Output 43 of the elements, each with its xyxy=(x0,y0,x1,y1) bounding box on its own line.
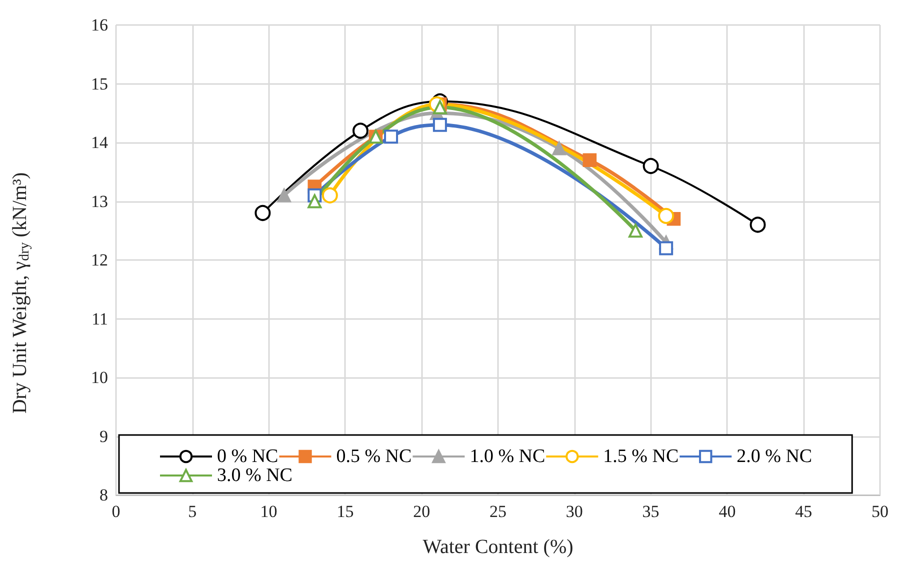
point xyxy=(750,216,766,233)
x-tick-label: 25 xyxy=(490,502,506,521)
x-tick-label: 50 xyxy=(872,502,888,521)
x-tick-label: 10 xyxy=(260,502,278,521)
legend-label: 1.5 % NC xyxy=(603,446,679,467)
point xyxy=(658,208,674,224)
x-tick-label: 20 xyxy=(413,502,430,521)
y-tick-label: 13 xyxy=(91,192,108,211)
point xyxy=(659,241,674,256)
y-axis-title: Dry Unit Weight, γdry (kN/m³) xyxy=(9,172,32,414)
y-tick-label: 16 xyxy=(91,16,108,34)
x-tick-label: 45 xyxy=(795,502,812,521)
point xyxy=(642,158,659,174)
y-tick-label: 11 xyxy=(92,309,108,328)
point xyxy=(432,118,447,132)
point xyxy=(352,122,368,139)
point xyxy=(582,153,597,168)
point xyxy=(384,130,398,144)
point xyxy=(432,100,447,114)
y-tick-label: 9 xyxy=(100,426,108,446)
x-tick-label: 35 xyxy=(642,502,660,521)
legend-label: 0 % NC xyxy=(217,446,278,467)
y-tick-label: 8 xyxy=(100,486,108,504)
y-tick-label: 12 xyxy=(91,250,108,270)
point xyxy=(628,224,643,238)
y-tick-label: 15 xyxy=(91,74,108,94)
x-tick-label: 15 xyxy=(336,502,354,521)
x-tick-label: 0 xyxy=(112,502,120,521)
legend-label: 2.0 % NC xyxy=(736,446,812,467)
point xyxy=(277,188,291,202)
y-tick-label: 14 xyxy=(91,133,108,152)
point xyxy=(254,205,271,221)
x-axis-title: Water Content (%) xyxy=(422,536,574,558)
point xyxy=(322,187,338,204)
y-tick-label: 10 xyxy=(91,368,108,387)
x-tick-label: 30 xyxy=(566,502,583,521)
x-tick-label: 5 xyxy=(188,502,197,521)
point xyxy=(308,194,322,208)
legend-label: 0.5 % NC xyxy=(336,446,412,467)
legend-label: 3.0 % NC xyxy=(217,465,292,486)
x-tick-label: 40 xyxy=(718,502,736,521)
point xyxy=(552,141,566,156)
legend-label: 1.0 % NC xyxy=(470,446,546,467)
